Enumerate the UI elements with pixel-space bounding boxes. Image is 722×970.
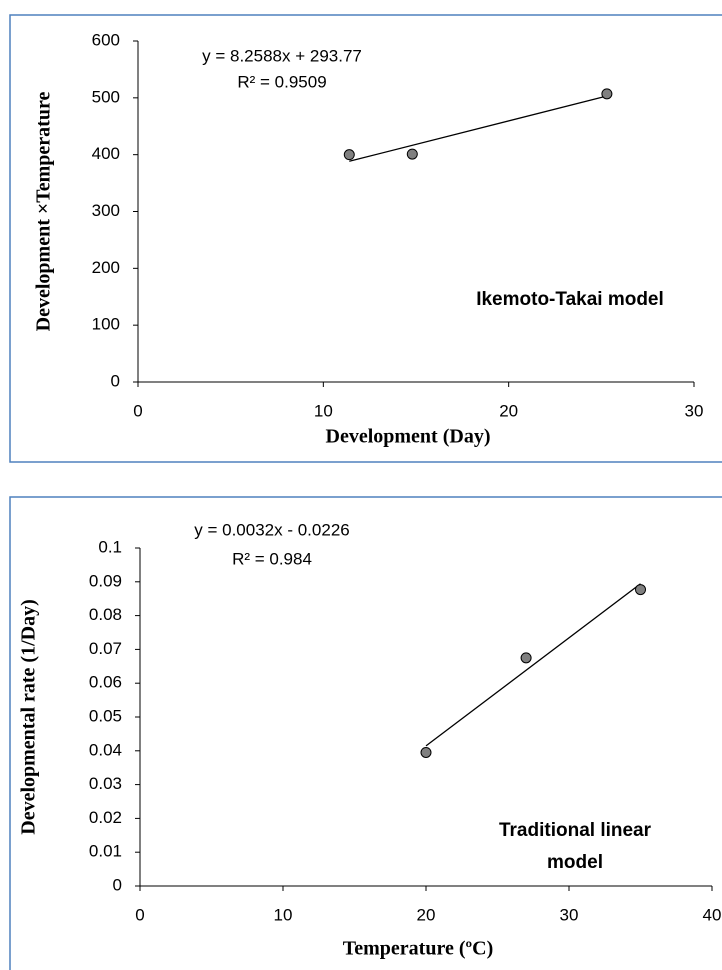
- y-tick-label: 0.1: [98, 537, 122, 556]
- y-tick-label: 0.02: [89, 808, 122, 827]
- trendline: [425, 583, 641, 747]
- y-axis-label: Developmental rate (1/Day): [18, 599, 40, 835]
- x-tick-label: 0: [133, 401, 142, 420]
- trendline: [349, 95, 608, 162]
- x-tick-label: 20: [499, 401, 518, 420]
- annotation: Traditional linear: [499, 820, 652, 841]
- y-tick-label: 0.06: [89, 673, 122, 692]
- r-squared: R² = 0.984: [232, 549, 312, 568]
- r-squared: R² = 0.9509: [237, 72, 326, 91]
- y-tick-label: 0: [111, 371, 120, 390]
- y-tick-label: 0.05: [89, 706, 122, 725]
- y-tick-label: 600: [92, 30, 120, 49]
- x-tick-label: 30: [685, 401, 704, 420]
- point: [635, 584, 646, 596]
- point: [420, 746, 432, 758]
- y-tick-label: 0.07: [89, 639, 122, 658]
- y-tick-label: 300: [92, 201, 120, 220]
- y-tick-label: 100: [92, 315, 120, 334]
- x-tick-label: 0: [135, 905, 144, 924]
- y-tick-label: 0.04: [89, 740, 122, 759]
- equation: y = 8.2588x + 293.77: [202, 46, 362, 65]
- y-tick-label: 0.01: [89, 842, 122, 861]
- x-axis-label: Development (Day): [326, 426, 491, 448]
- x-tick-label: 40: [703, 905, 722, 924]
- y-tick-label: 0.09: [89, 571, 122, 590]
- point: [520, 652, 532, 664]
- x-tick-label: 20: [417, 905, 436, 924]
- point: [406, 148, 418, 160]
- x-tick-label: 30: [560, 905, 579, 924]
- annotation: Ikemoto-Takai model: [476, 289, 664, 310]
- annotation: model: [547, 852, 603, 873]
- y-tick-label: 0.03: [89, 774, 122, 793]
- chart-frame: [9, 14, 722, 463]
- equation: y = 0.0032x - 0.0226: [194, 520, 349, 539]
- x-axis-label: Temperature (ºC): [343, 938, 493, 960]
- y-tick-label: 0.08: [89, 605, 122, 624]
- y-axis-label: Development ×Temperature: [33, 92, 55, 332]
- y-tick-label: 200: [92, 258, 120, 277]
- y-tick-label: 400: [92, 144, 120, 163]
- y-tick-label: 500: [92, 87, 120, 106]
- x-tick-label: 10: [314, 401, 333, 420]
- y-tick-label: 0: [113, 875, 122, 894]
- chart-frame: [9, 496, 722, 970]
- point: [601, 88, 613, 100]
- x-tick-label: 10: [274, 905, 293, 924]
- point: [343, 149, 355, 161]
